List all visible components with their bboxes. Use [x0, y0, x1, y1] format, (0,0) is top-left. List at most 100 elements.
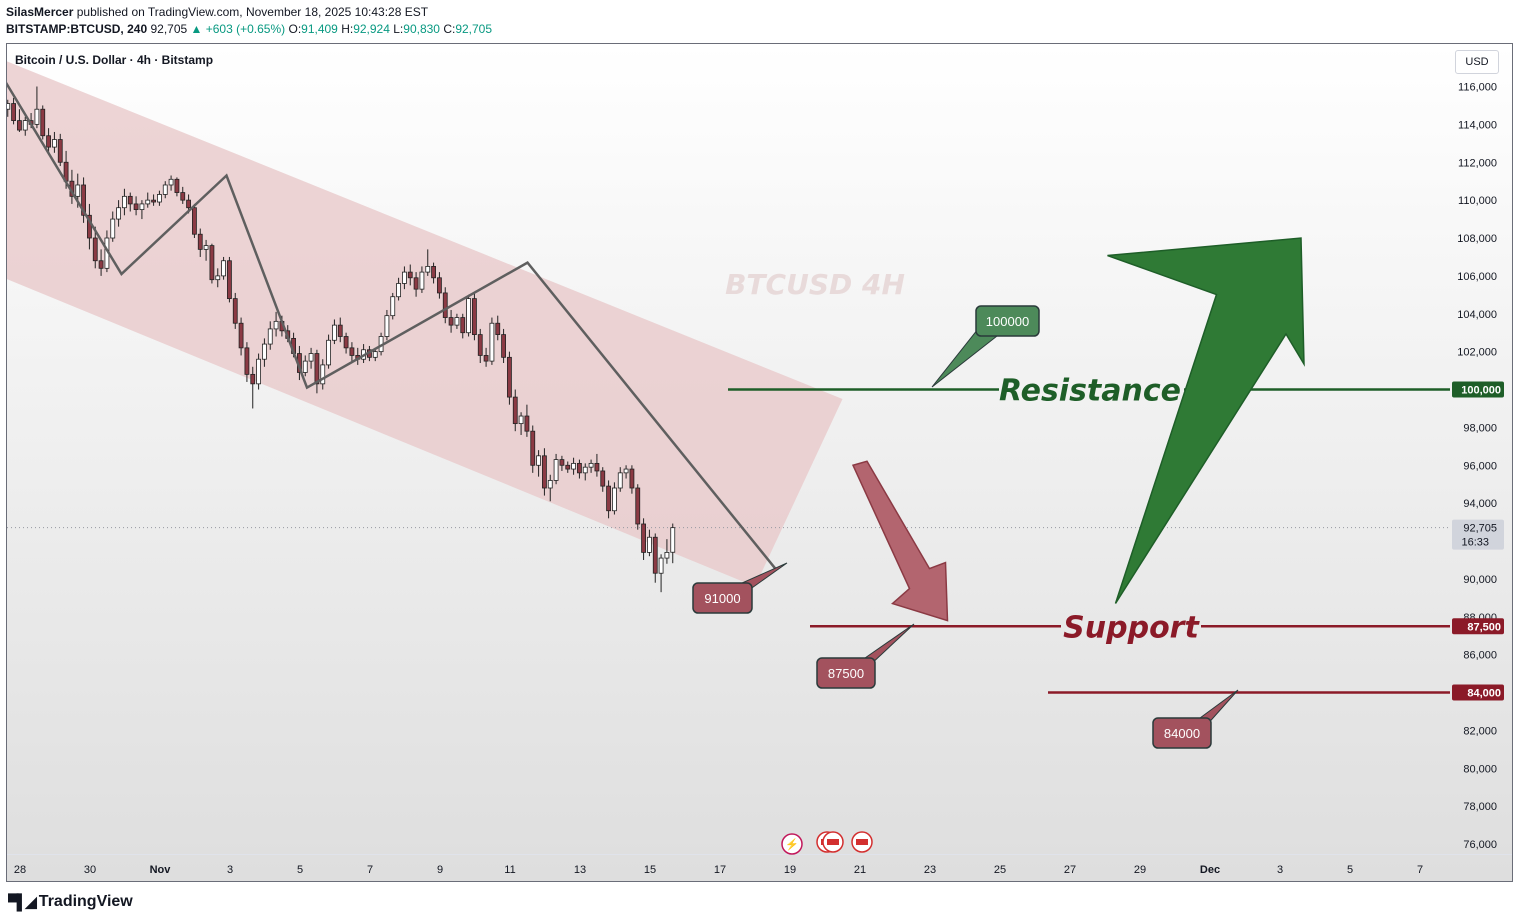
currency-button[interactable]: USD	[1455, 50, 1499, 74]
candle-bearish	[507, 356, 512, 398]
callout-box	[816, 657, 876, 689]
price-tick-label: 94,000	[1463, 498, 1497, 510]
callout-box	[692, 582, 753, 614]
candle-bearish	[501, 334, 506, 358]
callout-text: 87500	[828, 666, 864, 681]
bearish-projection-arrow	[851, 460, 949, 622]
lower-support-axis-badge: 84,000	[1452, 684, 1504, 701]
time-tick-label: 17	[714, 864, 726, 876]
candle-bullish	[617, 472, 623, 489]
candle-bullish	[267, 328, 273, 345]
event-icons: ⚡	[781, 831, 873, 855]
candle-bullish	[571, 462, 576, 470]
candle-bullish	[658, 557, 664, 574]
price-tick-label: 96,000	[1463, 460, 1497, 472]
candle-bearish	[87, 214, 92, 239]
price-badge-text: 100,000	[1461, 385, 1501, 397]
candle-bearish	[11, 103, 16, 121]
author-name[interactable]: SilasMercer	[6, 5, 74, 19]
candle-bearish	[17, 120, 22, 131]
callout-text: 91000	[704, 591, 740, 606]
tradingview-logo[interactable]: ▀▌◢ TradingView	[8, 893, 133, 911]
candle-bearish	[600, 470, 606, 487]
candle-bullish	[518, 415, 524, 425]
price-badge-text: 84,000	[1467, 688, 1501, 700]
time-tick-label: 23	[924, 864, 936, 876]
publish-line: SilasMercer published on TradingView.com…	[6, 5, 428, 19]
price-tick-label: 76,000	[1463, 839, 1497, 851]
candle-bullish	[320, 364, 326, 385]
time-tick-label: 5	[297, 864, 303, 876]
candle-bearish	[407, 271, 413, 279]
price-tick-label: 78,000	[1463, 801, 1497, 813]
candle-bullish	[221, 260, 226, 277]
candle-bearish	[629, 468, 635, 489]
candle-bearish	[46, 135, 51, 148]
time-tick-label: 7	[1417, 864, 1423, 876]
candle-bearish	[495, 322, 501, 336]
price-tick-label: 86,000	[1463, 650, 1497, 662]
candle-bullish	[139, 203, 145, 211]
ohlc-low-key: L:	[393, 22, 404, 36]
footer-brand: TradingView	[38, 893, 133, 910]
candle-bearish	[186, 199, 191, 209]
candle-bullish	[670, 527, 676, 553]
time-tick-label: 11	[504, 864, 515, 876]
price-tick-label: 110,000	[1458, 195, 1497, 207]
candle-bullish	[215, 275, 221, 281]
price-tick-label: 82,000	[1463, 725, 1497, 737]
candle-bearish	[413, 277, 419, 290]
candle-bearish	[530, 430, 536, 466]
chart-frame[interactable]: BTCUSD 4H Resistance Support 100000 91000 875…	[6, 43, 1513, 882]
candle-bearish	[652, 536, 658, 574]
callout-text: 84000	[1164, 726, 1200, 741]
candle-bearish	[477, 334, 483, 356]
time-tick-label: 21	[854, 864, 866, 876]
tradingview-logo-icon: ▀▌◢	[8, 894, 37, 911]
price-badge	[1452, 381, 1504, 398]
candle-bullish	[372, 351, 378, 358]
descending-channel	[7, 61, 843, 587]
candle-bullish	[623, 468, 629, 474]
candle-bullish	[162, 184, 168, 195]
price-tick-label: 114,000	[1458, 119, 1497, 131]
candle-bearish	[98, 260, 104, 269]
ohlc-close: 92,705	[455, 22, 493, 36]
candle-bullish	[203, 245, 209, 250]
price-badge	[1452, 618, 1504, 635]
candle-bearish	[565, 464, 571, 470]
price-badge	[1452, 684, 1504, 701]
candle-bullish	[553, 459, 559, 481]
price-tick-label: 90,000	[1463, 574, 1497, 586]
candle-bullish	[34, 108, 40, 125]
support-label: Support	[1063, 610, 1200, 645]
candle-bearish	[524, 415, 530, 432]
candle-bearish	[250, 373, 256, 385]
candle-bearish	[431, 266, 436, 279]
symbol-text: BITSTAMP:BTCUSD, 240	[6, 22, 148, 36]
candle-bearish	[442, 292, 448, 318]
candle-bullish	[582, 466, 588, 474]
candle-bearish	[133, 203, 139, 211]
ohlc-open-key: O:	[288, 22, 302, 36]
time-tick-label: Nov	[150, 864, 172, 876]
candle-bullish	[122, 195, 127, 209]
chart-canvas[interactable]: BTCUSD 4H Resistance Support 100000 91000 875…	[7, 44, 1512, 881]
candle-bearish	[192, 207, 197, 235]
candle-bullish	[157, 194, 162, 203]
ohlc-high: 92,924	[353, 22, 390, 36]
flag-stripes	[856, 839, 868, 845]
ohlc-high-key: H:	[341, 22, 354, 36]
lightning-event-icon	[781, 833, 803, 855]
symbol-watermark: BTCUSD 4H	[725, 268, 905, 301]
candle-bullish	[262, 343, 267, 360]
candle-bearish	[641, 523, 646, 553]
time-tick-label: 28	[14, 864, 26, 876]
time-tick-label: 3	[1277, 864, 1283, 876]
candle-bullish	[612, 487, 617, 512]
callout-87500: 87500	[816, 623, 915, 689]
candle-bearish	[209, 245, 215, 281]
candle-bearish	[559, 459, 565, 466]
candle-bullish	[454, 317, 460, 326]
price-tick-label: 106,000	[1457, 271, 1497, 283]
